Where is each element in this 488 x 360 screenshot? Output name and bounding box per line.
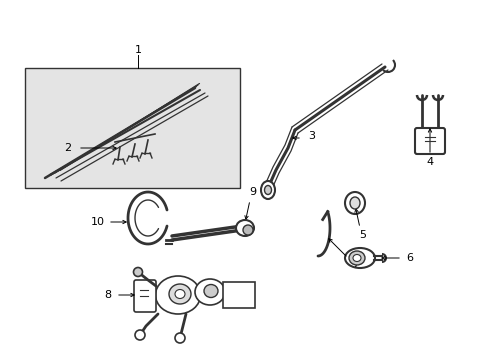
Text: 7: 7 [352, 259, 359, 269]
Text: 6: 6 [406, 253, 413, 263]
Ellipse shape [169, 284, 191, 304]
Text: 3: 3 [308, 131, 315, 141]
Ellipse shape [349, 197, 359, 209]
Text: 5: 5 [359, 230, 366, 240]
Text: 1: 1 [134, 45, 141, 55]
Text: 2: 2 [64, 143, 71, 153]
Bar [223, 282, 254, 308]
Text: 4: 4 [426, 157, 433, 167]
Ellipse shape [261, 181, 274, 199]
Ellipse shape [243, 225, 252, 235]
Text: 9: 9 [249, 187, 256, 197]
Text: 8: 8 [104, 290, 111, 300]
Ellipse shape [203, 284, 218, 297]
Ellipse shape [236, 220, 253, 236]
Ellipse shape [264, 185, 271, 194]
Ellipse shape [345, 192, 364, 214]
Bar [25, 68, 240, 188]
Ellipse shape [345, 248, 374, 268]
Ellipse shape [352, 255, 360, 261]
Ellipse shape [155, 276, 200, 314]
Ellipse shape [195, 279, 224, 305]
Ellipse shape [348, 251, 364, 265]
Text: 10: 10 [91, 217, 105, 227]
Ellipse shape [135, 330, 145, 340]
Ellipse shape [175, 333, 184, 343]
Ellipse shape [133, 267, 142, 276]
FancyBboxPatch shape [134, 280, 156, 312]
Ellipse shape [175, 289, 184, 298]
FancyBboxPatch shape [414, 128, 444, 154]
